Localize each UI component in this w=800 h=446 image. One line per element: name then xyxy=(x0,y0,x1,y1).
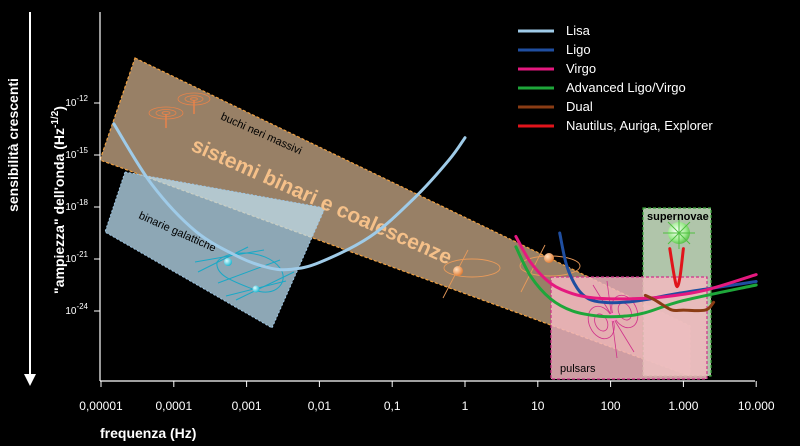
legend-advanced-ligo-virgo-label: Advanced Ligo/Virgo xyxy=(566,80,686,95)
x-tick-label: 0,001 xyxy=(232,399,262,413)
x-tick-label: 0,00001 xyxy=(79,399,123,413)
y-axis-title: "ampiezza" dell'onda (Hz-1/2) xyxy=(50,106,67,294)
series-virgo-line xyxy=(514,234,758,301)
y-axis-title-close: ) xyxy=(51,106,67,111)
x-tick-label: 0,0001 xyxy=(155,399,192,413)
y-axis-title-exp: -1/2 xyxy=(50,110,61,128)
x-tick-label: 0,1 xyxy=(384,399,401,413)
series-advanced-ligo-virgo-line xyxy=(514,245,758,319)
series-group xyxy=(112,122,758,319)
galactic-binary-icon xyxy=(194,246,295,301)
sensitivity-label: sensibilità crescenti xyxy=(5,78,21,212)
y-tick-label: 10-18 xyxy=(65,198,88,213)
sensitivity-arrow xyxy=(24,12,36,386)
pulsar-field-icon xyxy=(587,280,639,359)
x-tick-label: 0,01 xyxy=(308,399,332,413)
legend-nautilus-auriga-explorer-label: Nautilus, Auriga, Explorer xyxy=(566,118,713,133)
series-dual-line xyxy=(643,293,716,313)
legend: Lisa Ligo Virgo Advanced Ligo/Virgo Dual Naut… xyxy=(518,23,713,133)
region-overlays xyxy=(99,57,712,380)
y-tick-label: 10-24 xyxy=(65,302,88,317)
y-tick-label: 10-12 xyxy=(65,94,88,109)
x-axis-title: frequenza (Hz) xyxy=(100,425,196,441)
supernovae-label: supernovae xyxy=(647,211,709,223)
supernova-burst-icon xyxy=(663,217,695,249)
series-nautilus-auriga-explorer-line xyxy=(668,247,685,289)
y-tick-label: 10-15 xyxy=(65,146,88,161)
legend-ligo-label: Ligo xyxy=(566,42,591,57)
y-axis-title-main: "ampiezza" dell'onda (Hz xyxy=(51,128,67,294)
y-tick-label: 10-21 xyxy=(65,250,88,265)
pulsars-label: pulsars xyxy=(560,363,596,375)
neutron-stars-icon xyxy=(442,244,581,299)
legend-virgo-label: Virgo xyxy=(566,61,596,76)
illustrations xyxy=(148,92,695,359)
svg-text:"ampiezza" dell'onda (Hz-1/2): "ampiezza" dell'onda (Hz-1/2) xyxy=(50,106,67,294)
legend-dual-label: Dual xyxy=(566,99,593,114)
x-tick-label: 1 xyxy=(462,399,469,413)
legend-lisa-label: Lisa xyxy=(566,23,591,38)
x-tick-label: 1.000 xyxy=(668,399,698,413)
black-hole-funnels-icon xyxy=(148,92,211,128)
x-tick-label: 10.000 xyxy=(738,399,775,413)
galactic-binaries-region xyxy=(104,171,326,329)
x-tick-label: 100 xyxy=(601,399,621,413)
axes: 0,00001 0,0001 0,001 0,01 0,1 1 10 100 1.000 10.0… xyxy=(65,12,775,413)
x-tick-label: 10 xyxy=(531,399,545,413)
series-lisa-line xyxy=(112,122,467,272)
